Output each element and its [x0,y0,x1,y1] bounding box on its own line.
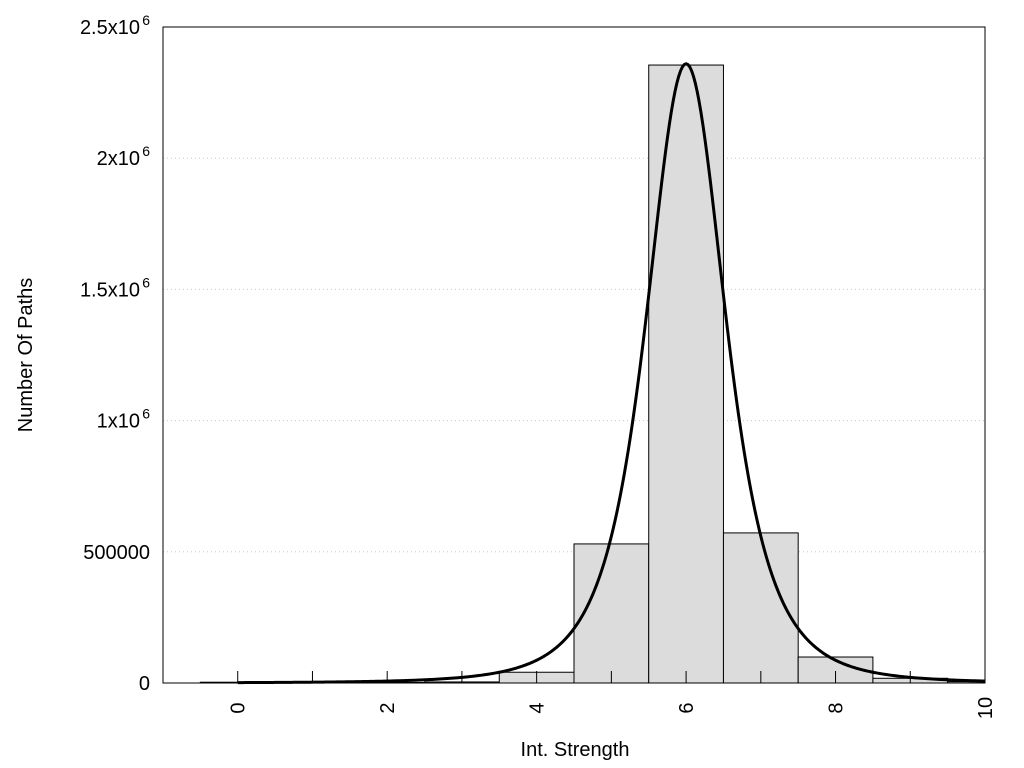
y-tick-label: 2.5x10 [80,17,140,39]
y-tick-exponent: 6 [142,274,150,290]
y-axis-label: Number Of Paths [15,278,37,433]
y-tick-exponent: 6 [142,12,150,28]
y-tick-label: 0 [139,673,150,695]
bar-7 [722,532,799,684]
fit-curve [237,62,986,685]
y-tick-label: 2x10 [97,148,140,170]
grid-lines [163,157,985,553]
x-tick-label: 4 [527,702,549,713]
y-tick-label: 1x10 [97,411,140,433]
x-tick-label: 10 [975,697,997,719]
x-axis-label: Int. Strength [521,739,630,761]
bar-5 [573,543,650,684]
x-tick-label: 0 [228,702,250,713]
bars [199,64,986,684]
y-tick-label: 1.5x10 [80,279,140,301]
y-tick-exponent: 6 [142,143,150,159]
y-tick-label: 500000 [83,542,150,564]
x-tick-label: 8 [826,702,848,713]
bar-6 [648,64,724,684]
x-tick-label: 2 [377,702,399,713]
x-axis-ticks: 0 2 4 6 8 10 [228,671,997,719]
y-tick-exponent: 6 [142,406,150,422]
x-tick-label: 6 [676,702,698,713]
plot-frame [162,26,986,684]
